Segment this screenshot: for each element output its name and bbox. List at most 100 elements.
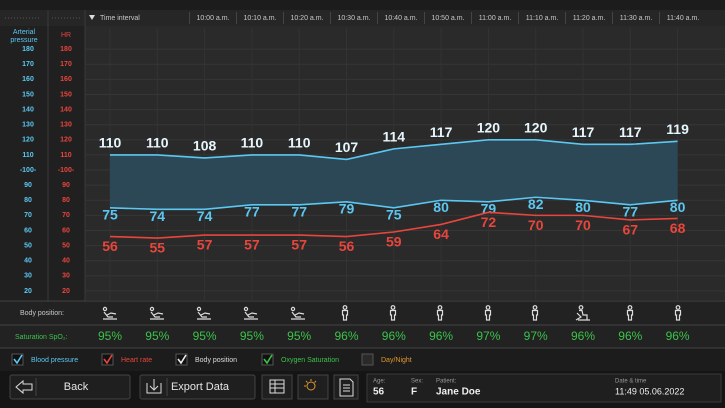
y-tick-label: 110 [22, 152, 33, 159]
value-label: 74 [197, 208, 213, 224]
dropdown-arrow[interactable] [89, 15, 95, 20]
y2-tick-label: 170 [60, 61, 72, 68]
value-label: 80 [433, 199, 449, 215]
value-label: 74 [150, 208, 166, 224]
spo2-value: 95% [145, 329, 169, 343]
y-tick-label: -100- [20, 167, 37, 174]
legend-oxygen[interactable]: Oxygen Saturation [261, 353, 339, 366]
y-tick-label: 130 [22, 122, 34, 129]
spo2-value: 96% [666, 329, 690, 343]
body-position-row [0, 301, 725, 325]
y-tick-label: 30 [24, 273, 32, 280]
time-label: 10:10 a.m. [243, 15, 276, 22]
spo2-value: 97% [476, 329, 500, 343]
spo2-value: 97% [524, 329, 548, 343]
time-label: 11:20 a.m. [573, 15, 606, 22]
time-label: 10:20 a.m. [290, 15, 323, 22]
legend-label[interactable]: Heart rate [121, 357, 152, 364]
spo2-value: 96% [334, 329, 358, 343]
y-axis-panel [0, 26, 48, 300]
y2-tick-label: 150 [60, 91, 72, 98]
age: 56 [373, 387, 385, 398]
value-label: 75 [102, 207, 118, 223]
value-label: 64 [433, 226, 449, 242]
time-label: 10:30 a.m. [337, 15, 370, 22]
series-line [109, 211, 678, 239]
day-night-button[interactable] [297, 374, 329, 400]
value-label: 80 [575, 199, 591, 215]
y-tick-label: 180 [22, 46, 34, 53]
date: 11:49 05.06.2022 [615, 386, 684, 396]
header-bar [0, 10, 725, 26]
y2-tick-label: 120 [60, 137, 72, 144]
value-label: 77 [244, 204, 260, 220]
value-label: 68 [670, 220, 686, 236]
legend-day-night[interactable]: Day/Night [361, 353, 412, 366]
export-button[interactable]: Export Data [139, 374, 256, 400]
value-label: 56 [339, 238, 355, 254]
value-label: 117 [572, 124, 595, 140]
export-label[interactable]: Export Data [171, 381, 230, 393]
value-label: 110 [241, 135, 264, 151]
spo2-value: 96% [382, 329, 406, 343]
y-tick-label: 80 [24, 197, 32, 204]
y2-axis-label: HR [61, 32, 71, 39]
value-label: 56 [102, 238, 118, 254]
legend-label[interactable]: Body position [195, 357, 237, 364]
spo2-value: 96% [571, 329, 595, 343]
back-button[interactable]: Back [9, 374, 131, 400]
value-label: 70 [575, 217, 591, 233]
value-label: 107 [335, 139, 359, 155]
y-tick-label: 140 [22, 106, 34, 113]
table-button[interactable] [261, 374, 293, 400]
y2-tick-label: -100- [58, 167, 75, 174]
patient-panel [366, 373, 722, 403]
sex-label: Sex: [411, 379, 423, 385]
y2-tick-label: 20 [62, 288, 70, 295]
spo2-label: Saturation SpO₂: [15, 334, 68, 341]
y-tick-label: 90 [24, 182, 32, 189]
y2-tick-label: 70 [62, 212, 70, 219]
value-label: 72 [481, 214, 497, 230]
sex: F [411, 387, 417, 398]
series-line [110, 139, 678, 161]
value-label: 67 [623, 222, 639, 238]
value-label: 82 [528, 196, 544, 212]
value-label: 77 [291, 204, 307, 220]
y-axis-label: pressure [10, 37, 37, 44]
report-button[interactable] [333, 374, 359, 400]
value-label: 75 [386, 207, 402, 223]
value-label: 114 [383, 129, 406, 145]
spo2-value: 96% [429, 329, 453, 343]
y2-tick-label: 130 [60, 122, 72, 129]
legend-body-position[interactable]: Body position [175, 353, 237, 366]
legend-label[interactable]: Day/Night [381, 357, 412, 364]
legend-heart-rate[interactable]: Heart rate [101, 353, 152, 366]
legend-label[interactable]: Blood pressure [31, 357, 78, 364]
series-line [109, 196, 678, 211]
y2-tick-label: 60 [62, 227, 70, 234]
age-label: Age: [373, 379, 386, 385]
time-label: 11:10 a.m. [526, 15, 559, 22]
y-tick-label: 160 [22, 76, 34, 83]
value-label: 80 [670, 199, 686, 215]
value-label: 110 [288, 135, 311, 151]
y2-tick-label: 30 [62, 273, 70, 280]
y-tick-label: 170 [22, 61, 34, 68]
legend-label[interactable]: Oxygen Saturation [281, 357, 339, 364]
back-label[interactable]: Back [64, 381, 89, 393]
time-label: 11:00 a.m. [479, 15, 512, 22]
value-label: 59 [386, 234, 402, 250]
value-label: 117 [619, 124, 642, 140]
y-axis-label: Arterial [13, 29, 36, 36]
date-label: Date & time [615, 379, 647, 385]
value-label: 57 [197, 237, 213, 253]
time-interval[interactable]: Time interval [100, 15, 140, 22]
spo2-value: 95% [240, 329, 264, 343]
legend-blood-pressure[interactable]: Blood pressure [11, 353, 78, 366]
value-label: 79 [339, 200, 355, 216]
value-label: 110 [146, 135, 169, 151]
legend: Blood pressure Heart rate Body position … [11, 353, 412, 366]
y-tick-label: 60 [24, 227, 32, 234]
